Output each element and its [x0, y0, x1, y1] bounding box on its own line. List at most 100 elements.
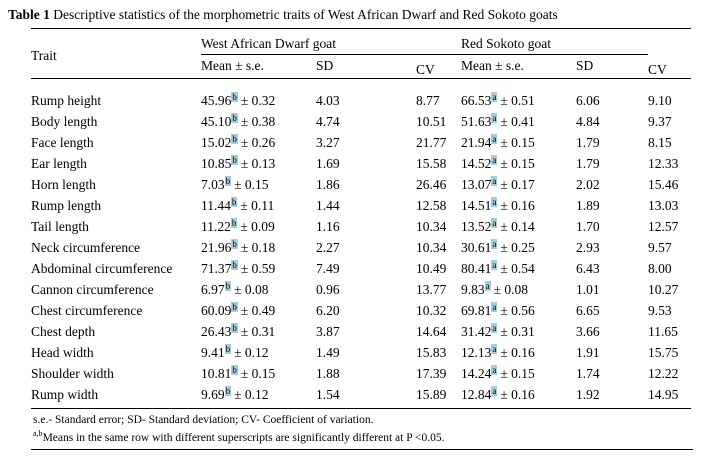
table-row: Abdominal circumference 71.37b ± 0.59 7.4… — [31, 258, 691, 279]
significance-superscript: b — [224, 385, 232, 396]
trait-name: Cannon circumference — [31, 282, 154, 297]
descriptive-statistics-table: Trait West African Dwarf goat Red Sokoto… — [31, 28, 691, 409]
wad-cv-value: 21.77 — [416, 135, 447, 150]
table-label: Table 1 — [8, 7, 50, 22]
rsg-cv-value: 9.53 — [648, 303, 672, 318]
significance-superscript: b — [231, 259, 238, 270]
rsg-mean-value: 31.42a ± 0.31 — [461, 322, 535, 339]
wad-sd-value: 1.49 — [316, 345, 340, 360]
wad-cv-value: 10.51 — [416, 114, 447, 129]
wad-mean-value: 11.44b ± 0.11 — [201, 196, 275, 213]
wad-sd-value: 0.96 — [316, 282, 340, 297]
significance-superscript: a — [491, 301, 498, 312]
table-row: Rump width 9.69b ± 0.12 1.54 15.89 12.84a… — [31, 384, 691, 409]
rsg-mean-value: 12.13a ± 0.16 — [461, 343, 535, 360]
group-header-row: Trait West African Dwarf goat Red Sokoto… — [31, 28, 691, 79]
significance-superscript: b — [231, 154, 238, 165]
wad-mean-value: 11.22b ± 0.09 — [201, 217, 275, 234]
rsg-mean-value: 13.52a ± 0.14 — [461, 217, 535, 234]
rsg-sd-value: 6.06 — [576, 93, 600, 108]
wad-cv-value: 17.39 — [416, 366, 447, 381]
table-row: Body length 45.10b ± 0.38 4.74 10.51 51.6… — [31, 111, 691, 132]
rsg-cv-value: 15.46 — [648, 177, 679, 192]
wad-mean-value: 45.96b ± 0.32 — [201, 91, 276, 108]
significance-superscript: a — [491, 154, 498, 165]
wad-sd-value: 2.27 — [316, 240, 340, 255]
wad-cv-value: 15.83 — [416, 345, 447, 360]
rsg-sd-value: 1.89 — [576, 198, 600, 213]
wad-sd-value: 6.20 — [316, 303, 340, 318]
footnote-superscript: a,b — [33, 429, 43, 438]
wad-sd-value: 1.86 — [316, 177, 340, 192]
rsg-mean-value: 9.83a ± 0.08 — [461, 280, 529, 297]
wad-mean-value: 45.10b ± 0.38 — [201, 112, 276, 129]
rsg-mean-value: 80.41a ± 0.54 — [461, 259, 535, 276]
table-row: Chest depth 26.43b ± 0.31 3.87 14.64 31.4… — [31, 321, 691, 342]
table-row: Shoulder width 10.81b ± 0.15 1.88 17.39 1… — [31, 363, 691, 384]
table-title: Table 1 Descriptive statistics of the mo… — [8, 5, 693, 24]
rsg-cv-value: 9.37 — [648, 114, 672, 129]
rsg-sd-value: 6.43 — [576, 261, 600, 276]
significance-superscript: b — [230, 196, 238, 207]
wad-sd-value: 4.74 — [316, 114, 340, 129]
wad-mean-value: 26.43b ± 0.31 — [201, 322, 276, 339]
column-header-rsg-sd: SD — [576, 54, 648, 79]
rsg-sd-value: 1.70 — [576, 219, 600, 234]
wad-mean-value: 21.96b ± 0.18 — [201, 238, 276, 255]
significance-superscript: a — [491, 364, 498, 375]
column-header-trait: Trait — [31, 28, 201, 79]
rsg-sd-value: 1.91 — [576, 345, 600, 360]
significance-superscript: b — [230, 217, 238, 228]
rsg-sd-value: 2.02 — [576, 177, 600, 192]
significance-superscript: b — [224, 175, 232, 186]
significance-superscript: a — [491, 91, 498, 102]
rsg-sd-value: 1.79 — [576, 135, 600, 150]
rsg-mean-value: 14.51a ± 0.16 — [461, 196, 535, 213]
wad-sd-value: 1.44 — [316, 198, 340, 213]
significance-superscript: b — [231, 112, 238, 123]
wad-mean-value: 9.41b ± 0.12 — [201, 343, 269, 360]
wad-cv-value: 12.58 — [416, 198, 447, 213]
rsg-mean-value: 30.61a ± 0.25 — [461, 238, 535, 255]
significance-superscript: b — [231, 133, 238, 144]
significance-superscript: a — [484, 280, 491, 291]
wad-cv-value: 14.64 — [416, 324, 447, 339]
rsg-mean-value: 12.84a ± 0.16 — [461, 385, 535, 402]
significance-superscript: a — [491, 133, 498, 144]
wad-mean-value: 7.03b ± 0.15 — [201, 175, 269, 192]
wad-cv-value: 8.77 — [416, 93, 440, 108]
rsg-cv-value: 9.57 — [648, 240, 672, 255]
significance-superscript: b — [231, 238, 238, 249]
significance-superscript: a — [491, 217, 498, 228]
significance-superscript: a — [491, 385, 498, 396]
significance-superscript: a — [491, 343, 498, 354]
rsg-cv-value: 12.33 — [648, 156, 679, 171]
significance-superscript: a — [491, 196, 498, 207]
table-caption: Descriptive statistics of the morphometr… — [53, 7, 558, 22]
wad-mean-value: 60.09b ± 0.49 — [201, 301, 276, 318]
table-footnotes: s.e.- Standard error; SD- Standard devia… — [31, 411, 693, 450]
rsg-sd-value: 1.01 — [576, 282, 600, 297]
rsg-sd-value: 4.84 — [576, 114, 600, 129]
rsg-mean-value: 13.07a ± 0.17 — [461, 175, 535, 192]
trait-name: Horn length — [31, 177, 96, 192]
footnote-abbreviations: s.e.- Standard error; SD- Standard devia… — [33, 414, 374, 426]
wad-cv-value: 15.58 — [416, 156, 447, 171]
column-header-wad-sd: SD — [316, 54, 416, 79]
wad-cv-value: 15.89 — [416, 387, 447, 402]
column-header-wad-mean: Mean ± s.e. — [201, 54, 316, 79]
table-row: Horn length 7.03b ± 0.15 1.86 26.46 13.07… — [31, 174, 691, 195]
trait-name: Face length — [31, 135, 94, 150]
rsg-sd-value: 2.93 — [576, 240, 600, 255]
rsg-mean-value: 51.63a ± 0.41 — [461, 112, 535, 129]
table-row: Neck circumference 21.96b ± 0.18 2.27 10.… — [31, 237, 691, 258]
trait-name: Ear length — [31, 156, 87, 171]
wad-sd-value: 7.49 — [316, 261, 340, 276]
significance-superscript: a — [491, 238, 498, 249]
wad-mean-value: 6.97b ± 0.08 — [201, 280, 269, 297]
rsg-sd-value: 1.92 — [576, 387, 600, 402]
column-header-rsg-mean: Mean ± s.e. — [461, 54, 576, 79]
significance-superscript: b — [231, 364, 238, 375]
table-row: Rump length 11.44b ± 0.11 1.44 12.58 14.5… — [31, 195, 691, 216]
